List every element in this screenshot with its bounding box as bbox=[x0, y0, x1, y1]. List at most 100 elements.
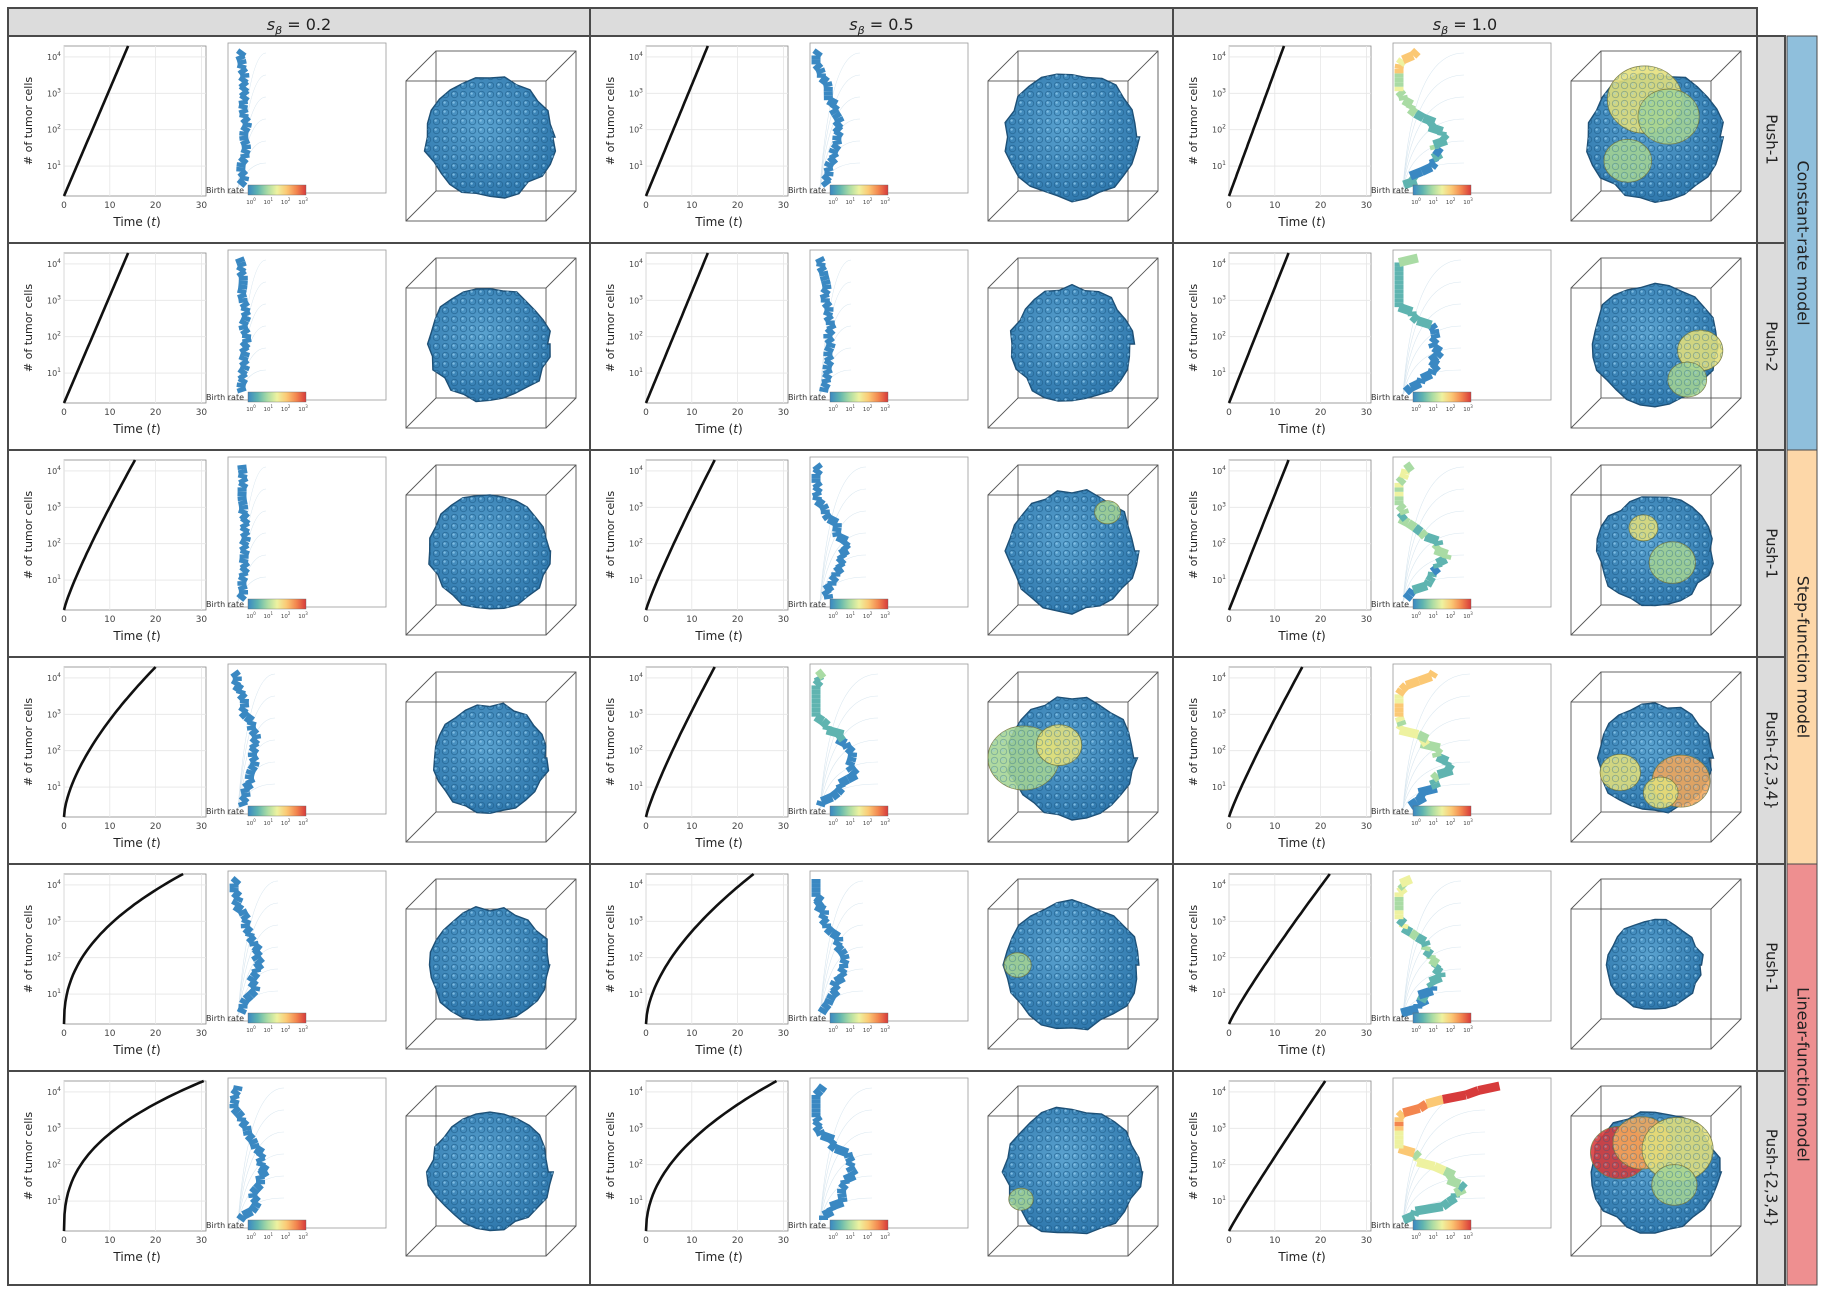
cube-edge bbox=[1570, 671, 1602, 703]
lineage-trace bbox=[839, 953, 850, 961]
lineage-trace bbox=[249, 1185, 260, 1197]
y-tick-label: 104 bbox=[629, 465, 643, 476]
column-header-1 bbox=[7, 7, 591, 37]
colorbar-label: Birth rate bbox=[1371, 1221, 1409, 1230]
lineage-trace bbox=[238, 709, 250, 720]
lineage-trace bbox=[1425, 574, 1436, 584]
x-tick-label: 10 bbox=[686, 1029, 698, 1039]
lineage-trace bbox=[826, 323, 837, 332]
lineage-branch bbox=[237, 902, 279, 1017]
panel-r1-c3: 0 10 20 30 101 102 103 104 # of tumor cells Time … bbox=[1187, 42, 1742, 229]
cube-edge bbox=[1570, 50, 1602, 82]
lineage-trace bbox=[812, 1123, 824, 1134]
tumor-cell-texture bbox=[1002, 1107, 1143, 1234]
lineage-trace bbox=[1431, 751, 1442, 758]
colorbar-tick: 100 bbox=[1411, 404, 1421, 413]
lineage-trace bbox=[1414, 933, 1428, 946]
lineage-trace bbox=[237, 468, 248, 475]
x-tick-label: 30 bbox=[778, 1029, 790, 1039]
x-axis-label: Time (t) bbox=[112, 836, 160, 850]
tumor-cell-texture bbox=[1010, 284, 1135, 401]
lineage-trace bbox=[245, 768, 256, 777]
lineage-trace bbox=[241, 337, 252, 344]
lineage-trace bbox=[236, 177, 248, 188]
cube-edge bbox=[405, 1085, 437, 1117]
lineage-trace bbox=[1405, 102, 1416, 111]
y-tick-label: 104 bbox=[47, 258, 61, 269]
y-tick-label: 101 bbox=[47, 367, 61, 378]
lineage-trace bbox=[815, 800, 826, 808]
column-header-label: sβ = 1.0 bbox=[1433, 15, 1497, 37]
lineage-trace bbox=[1421, 113, 1437, 127]
growth-plot-frame bbox=[1228, 666, 1372, 818]
y-tick-label: 104 bbox=[47, 465, 61, 476]
lineage-trace bbox=[1429, 143, 1440, 151]
y-axis-label: # of tumor cells bbox=[604, 491, 617, 579]
x-tick-label: 20 bbox=[1315, 408, 1327, 418]
colorbar-tick: 100 bbox=[246, 1025, 256, 1034]
lineage-plot-frame bbox=[227, 456, 387, 608]
lineage-trace bbox=[229, 1093, 240, 1101]
lineage-trace bbox=[245, 777, 256, 786]
y-axis-label: # of tumor cells bbox=[604, 284, 617, 372]
cube-edge bbox=[987, 1225, 1019, 1257]
colorbar-tick: 101 bbox=[846, 611, 856, 620]
lineage-trace bbox=[241, 792, 251, 798]
lineage-trace bbox=[238, 538, 250, 548]
colorbar-tick: 102 bbox=[281, 1232, 291, 1241]
x-axis-label: Time (t) bbox=[112, 1043, 160, 1057]
lineage-trace bbox=[236, 48, 247, 59]
lineage-trace bbox=[818, 916, 830, 927]
lineage-trace bbox=[820, 1001, 832, 1012]
tumor-subclone-texture bbox=[1036, 724, 1082, 766]
lineage-trace bbox=[248, 754, 260, 764]
lineage-trace bbox=[238, 318, 250, 328]
x-axis-label: Time (t) bbox=[694, 836, 742, 850]
lineage-trace bbox=[819, 503, 830, 512]
lineage-trace bbox=[1395, 1109, 1407, 1121]
tumor-subclone-texture bbox=[1004, 952, 1032, 978]
growth-curve bbox=[644, 872, 755, 1025]
colorbar-tick: 101 bbox=[264, 1025, 274, 1034]
lineage-trace bbox=[236, 1212, 247, 1223]
x-tick-label: 0 bbox=[1226, 822, 1232, 832]
lineage-trace bbox=[237, 800, 248, 808]
growth-plot-frame bbox=[1228, 252, 1372, 404]
x-tick-label: 20 bbox=[1315, 822, 1327, 832]
growth-plot-frame bbox=[1228, 1080, 1372, 1232]
lineage-trace bbox=[1398, 682, 1410, 694]
y-tick-label: 103 bbox=[1212, 915, 1226, 926]
tumor-cell-texture bbox=[1003, 899, 1139, 1030]
model-band bbox=[1786, 35, 1818, 451]
colorbar bbox=[829, 1219, 889, 1231]
x-tick-label: 20 bbox=[732, 1029, 744, 1039]
lineage-trace bbox=[247, 978, 259, 990]
growth-plot-frame bbox=[1228, 459, 1372, 611]
lineage-trace bbox=[1438, 132, 1450, 144]
growth-curve bbox=[1227, 252, 1290, 404]
lineage-trace bbox=[1428, 335, 1440, 346]
lineage-trace bbox=[240, 124, 251, 134]
lineage-trace bbox=[838, 1181, 849, 1192]
lineage-trace bbox=[238, 79, 250, 90]
y-tick-label: 104 bbox=[629, 879, 643, 890]
cube-edge bbox=[1127, 878, 1159, 910]
lineage-trace bbox=[840, 1179, 850, 1185]
cube-edge bbox=[405, 671, 437, 703]
lineage-trace bbox=[239, 543, 250, 553]
x-axis-label: Time (t) bbox=[112, 1250, 160, 1264]
y-tick-label: 103 bbox=[1212, 708, 1226, 719]
lineage-trace bbox=[240, 912, 251, 922]
lineage-trace bbox=[828, 147, 839, 156]
lineage-trace bbox=[1399, 472, 1410, 481]
lineage-trace bbox=[1401, 51, 1415, 65]
y-axis-label: # of tumor cells bbox=[604, 1112, 617, 1200]
y-axis-label: # of tumor cells bbox=[22, 77, 35, 165]
lineage-branch bbox=[819, 259, 852, 396]
lineage-trace bbox=[820, 286, 831, 297]
colorbar-tick: 102 bbox=[281, 1025, 291, 1034]
cube-edge bbox=[405, 190, 437, 222]
lineage-trace bbox=[237, 508, 248, 516]
lineage-trace bbox=[1403, 461, 1415, 474]
lineage-trace bbox=[822, 724, 833, 731]
